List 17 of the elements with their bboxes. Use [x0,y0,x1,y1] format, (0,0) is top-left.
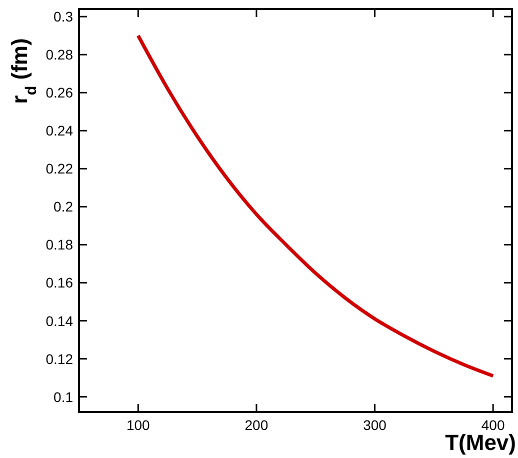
y-tick-label: 0.18 [46,236,74,253]
y-tick-label: 0.2 [54,198,74,215]
x-axis-title: T(Mev) [445,430,516,455]
y-tick-label: 0.26 [46,84,74,101]
x-tick-label: 200 [244,417,268,433]
y-tick-label: 0.28 [46,46,74,63]
y-tick-label: 0.14 [46,312,74,329]
y-tick-label: 0.16 [46,274,74,291]
y-tick-label: 0.24 [46,122,74,139]
y-tick-label: 0.3 [54,8,74,25]
y-tick-label: 0.12 [46,350,74,367]
y-tick-label: 0.22 [46,160,74,177]
x-tick-label: 400 [481,417,505,433]
x-tick-label: 300 [363,417,387,433]
line-series [136,34,495,378]
y-tick-label: 0.1 [54,388,74,405]
x-tick-label: 100 [126,417,150,433]
